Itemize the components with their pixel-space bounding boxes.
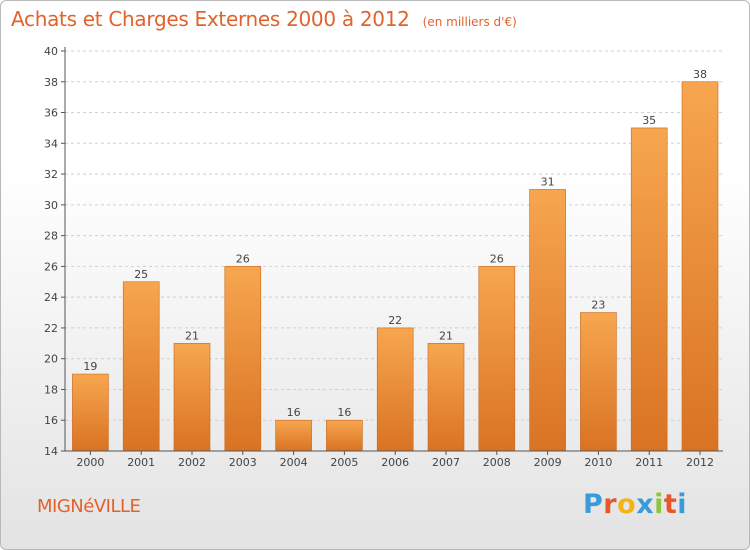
x-tick-label: 2004 <box>280 456 308 469</box>
data-label: 19 <box>83 360 97 373</box>
x-tick-label: 2012 <box>686 456 714 469</box>
bar <box>681 81 719 452</box>
logo-letter: i <box>654 489 664 520</box>
x-tick-label: 2000 <box>76 456 104 469</box>
y-tick-label: 34 <box>44 137 58 150</box>
title-row: Achats et Charges Externes 2000 à 2012 (… <box>11 7 517 31</box>
y-tick-label: 14 <box>44 445 58 458</box>
y-tick-label: 22 <box>44 322 58 335</box>
x-tick-label: 2001 <box>127 456 155 469</box>
logo-letter: x <box>636 489 655 520</box>
logo-letter: t <box>663 489 678 520</box>
x-tick-label: 2006 <box>381 456 409 469</box>
data-label: 26 <box>236 252 250 265</box>
logo-letter: r <box>603 489 618 520</box>
y-tick-label: 16 <box>44 414 58 427</box>
data-label: 16 <box>337 406 351 419</box>
bar <box>427 343 465 452</box>
bar <box>326 419 363 452</box>
x-tick-label: 2005 <box>330 456 358 469</box>
y-tick-label: 32 <box>44 168 58 181</box>
x-tick-label: 2002 <box>178 456 206 469</box>
y-tick-label: 26 <box>44 260 58 273</box>
y-tick-label: 40 <box>44 45 58 58</box>
bar <box>122 281 160 452</box>
data-label: 23 <box>591 299 605 312</box>
commune-name: MIGNéVILLE <box>37 496 141 517</box>
bar <box>478 266 516 452</box>
y-tick-label: 38 <box>44 76 58 89</box>
data-label: 26 <box>490 252 504 265</box>
data-label: 16 <box>287 406 301 419</box>
logo-letter: i <box>677 489 688 520</box>
x-tick-label: 2009 <box>534 456 562 469</box>
data-label: 35 <box>642 114 656 127</box>
axis-layer: 14 16 18 20 22 24 26 28 30 32 34 36 38 40 2000 2001 2002… <box>44 45 723 469</box>
data-label: 38 <box>693 68 707 81</box>
chart-title: Achats et Charges Externes 2000 à 2012 <box>11 7 410 31</box>
bar <box>224 266 262 452</box>
x-tick-label: 2010 <box>584 456 612 469</box>
y-tick-label: 18 <box>44 383 58 396</box>
bar <box>72 373 109 452</box>
logo-letter: P <box>583 489 604 520</box>
x-tick-label: 2011 <box>635 456 663 469</box>
bar <box>529 189 566 452</box>
y-tick-label: 28 <box>44 230 58 243</box>
logo-letter: o <box>617 489 637 520</box>
bar <box>580 312 617 452</box>
y-tick-label: 30 <box>44 199 58 212</box>
bar <box>376 327 414 452</box>
proxiti-logo: Proxiti <box>583 489 687 520</box>
data-label: 21 <box>439 329 453 342</box>
data-label: 31 <box>541 175 555 188</box>
data-label: 22 <box>388 314 402 327</box>
x-tick-label: 2003 <box>229 456 257 469</box>
chart-subtitle: (en milliers d'€) <box>422 15 517 29</box>
bar-layer: 19 25 21 26 16 16 22 21 26 31 23 35 38 <box>72 68 719 452</box>
bar <box>173 343 211 452</box>
x-tick-label: 2008 <box>483 456 511 469</box>
y-tick-label: 20 <box>44 353 58 366</box>
data-label: 21 <box>185 329 199 342</box>
bar <box>275 419 312 452</box>
y-tick-label: 24 <box>44 291 58 304</box>
data-label: 25 <box>134 268 148 281</box>
y-tick-label: 36 <box>44 107 58 120</box>
x-tick-label: 2007 <box>432 456 460 469</box>
bar <box>630 127 668 452</box>
